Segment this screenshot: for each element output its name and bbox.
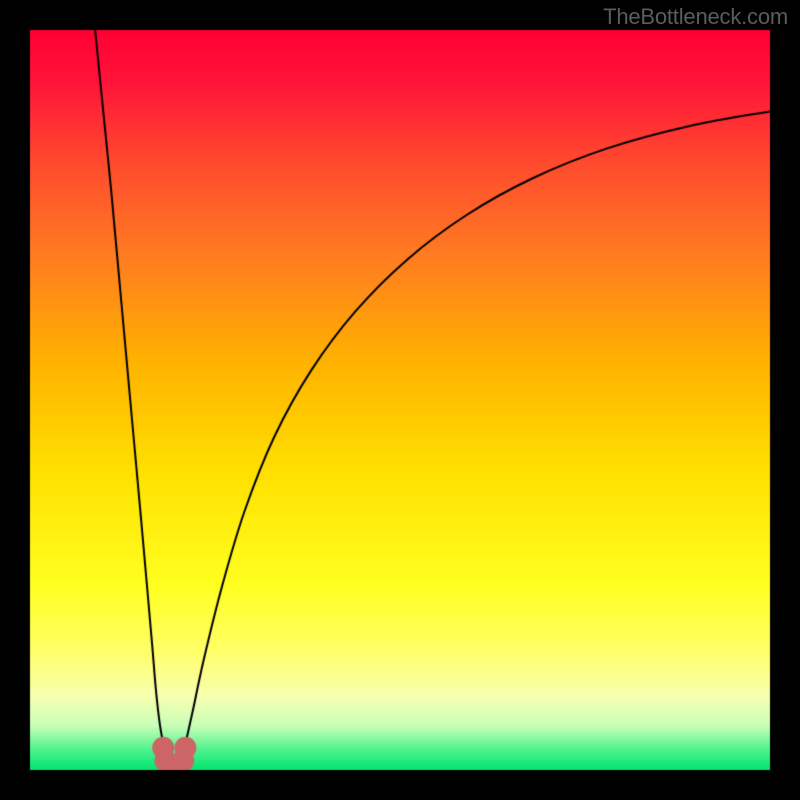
chart-container: TheBottleneck.com [0, 0, 800, 800]
bottleneck-curve-chart [0, 0, 800, 800]
